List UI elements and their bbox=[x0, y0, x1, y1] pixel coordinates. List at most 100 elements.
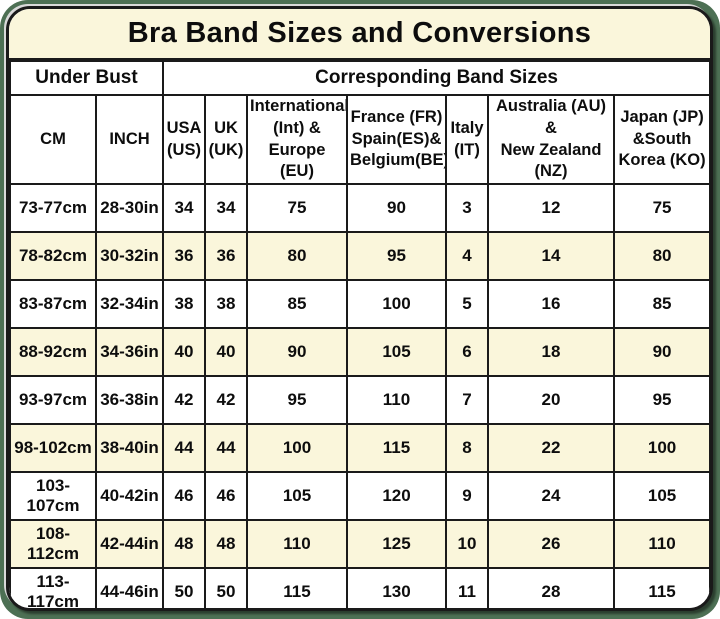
cell-cm: 108-112cm bbox=[9, 519, 97, 570]
cell-it: 9 bbox=[445, 471, 489, 522]
cell-fr-es-be: 90 bbox=[346, 183, 447, 234]
cell-usa: 50 bbox=[162, 567, 206, 608]
cell-int-eu: 115 bbox=[246, 567, 348, 608]
conversion-table-card: Bra Band Sizes and Conversions Under Bus… bbox=[6, 6, 713, 611]
cell-inch: 38-40in bbox=[95, 423, 164, 474]
page-title: Bra Band Sizes and Conversions bbox=[9, 9, 710, 60]
column-header-it: Italy (IT) bbox=[445, 93, 489, 186]
cell-cm: 93-97cm bbox=[9, 375, 97, 426]
cell-cm: 88-92cm bbox=[9, 327, 97, 378]
column-header-au-nz: Australia (AU) & New Zealand (NZ) bbox=[487, 93, 615, 186]
cell-fr-es-be: 130 bbox=[346, 567, 447, 608]
cell-usa: 44 bbox=[162, 423, 206, 474]
cell-au-nz: 12 bbox=[487, 183, 615, 234]
cell-uk: 38 bbox=[204, 279, 248, 330]
cell-au-nz: 14 bbox=[487, 231, 615, 282]
cell-usa: 46 bbox=[162, 471, 206, 522]
cell-inch: 30-32in bbox=[95, 231, 164, 282]
cell-fr-es-be: 115 bbox=[346, 423, 447, 474]
cell-it: 8 bbox=[445, 423, 489, 474]
cell-int-eu: 105 bbox=[246, 471, 348, 522]
table-row: 113-117cm 44-46in 50 50 115 130 11 28 115 bbox=[9, 567, 710, 608]
bra-band-size-table: Under Bust Corresponding Band Sizes CM IN… bbox=[9, 60, 710, 608]
cell-uk: 40 bbox=[204, 327, 248, 378]
cell-fr-es-be: 105 bbox=[346, 327, 447, 378]
cell-int-eu: 85 bbox=[246, 279, 348, 330]
group-header-row: Under Bust Corresponding Band Sizes bbox=[9, 60, 710, 96]
cell-cm: 73-77cm bbox=[9, 183, 97, 234]
corresponding-band-sizes-header: Corresponding Band Sizes bbox=[161, 60, 710, 96]
cell-int-eu: 75 bbox=[246, 183, 348, 234]
cell-usa: 34 bbox=[162, 183, 206, 234]
cell-cm: 83-87cm bbox=[9, 279, 97, 330]
cell-it: 3 bbox=[445, 183, 489, 234]
cell-inch: 42-44in bbox=[95, 519, 164, 570]
column-header-cm: CM bbox=[9, 93, 97, 186]
cell-fr-es-be: 120 bbox=[346, 471, 447, 522]
cell-usa: 48 bbox=[162, 519, 206, 570]
column-header-usa: USA (US) bbox=[162, 93, 206, 186]
cell-jp-ko: 95 bbox=[612, 375, 710, 426]
cell-inch: 36-38in bbox=[95, 375, 164, 426]
table-row: 98-102cm 38-40in 44 44 100 115 8 22 100 bbox=[9, 423, 710, 474]
cell-au-nz: 18 bbox=[487, 327, 615, 378]
cell-au-nz: 24 bbox=[487, 471, 615, 522]
cell-inch: 32-34in bbox=[95, 279, 164, 330]
cell-inch: 40-42in bbox=[95, 471, 164, 522]
cell-fr-es-be: 110 bbox=[346, 375, 447, 426]
cell-int-eu: 90 bbox=[246, 327, 348, 378]
cell-jp-ko: 85 bbox=[612, 279, 710, 330]
cell-uk: 44 bbox=[204, 423, 248, 474]
cell-au-nz: 26 bbox=[487, 519, 615, 570]
cell-cm: 113-117cm bbox=[9, 567, 97, 608]
table-row: 103-107cm 40-42in 46 46 105 120 9 24 105 bbox=[9, 471, 710, 522]
cell-jp-ko: 105 bbox=[612, 471, 710, 522]
cell-inch: 28-30in bbox=[95, 183, 164, 234]
cell-it: 10 bbox=[445, 519, 489, 570]
cell-cm: 98-102cm bbox=[9, 423, 97, 474]
cell-uk: 36 bbox=[204, 231, 248, 282]
cell-it: 5 bbox=[445, 279, 489, 330]
cell-it: 11 bbox=[445, 567, 489, 608]
table-row: 73-77cm 28-30in 34 34 75 90 3 12 75 bbox=[9, 183, 710, 234]
cell-usa: 38 bbox=[162, 279, 206, 330]
column-header-row: CM INCH USA (US) UK (UK) International (Int)… bbox=[9, 93, 710, 186]
cell-it: 7 bbox=[445, 375, 489, 426]
cell-it: 6 bbox=[445, 327, 489, 378]
cell-inch: 44-46in bbox=[95, 567, 164, 608]
table-row: 93-97cm 36-38in 42 42 95 110 7 20 95 bbox=[9, 375, 710, 426]
cell-uk: 50 bbox=[204, 567, 248, 608]
cell-uk: 46 bbox=[204, 471, 248, 522]
cell-cm: 78-82cm bbox=[9, 231, 97, 282]
cell-jp-ko: 75 bbox=[612, 183, 710, 234]
cell-fr-es-be: 100 bbox=[346, 279, 447, 330]
cell-cm: 103-107cm bbox=[9, 471, 97, 522]
cell-uk: 42 bbox=[204, 375, 248, 426]
cell-usa: 40 bbox=[162, 327, 206, 378]
column-header-jp-ko: Japan (JP) &South Korea (KO) bbox=[612, 93, 710, 186]
column-header-uk: UK (UK) bbox=[204, 93, 248, 186]
cell-jp-ko: 90 bbox=[612, 327, 710, 378]
cell-usa: 42 bbox=[162, 375, 206, 426]
table-row: 108-112cm 42-44in 48 48 110 125 10 26 110 bbox=[9, 519, 710, 570]
cell-jp-ko: 110 bbox=[612, 519, 710, 570]
cell-inch: 34-36in bbox=[95, 327, 164, 378]
cell-au-nz: 20 bbox=[487, 375, 615, 426]
cell-int-eu: 95 bbox=[246, 375, 348, 426]
column-header-int-eu: International (Int) & Europe (EU) bbox=[246, 93, 348, 186]
table-row: 78-82cm 30-32in 36 36 80 95 4 14 80 bbox=[9, 231, 710, 282]
table-row: 88-92cm 34-36in 40 40 90 105 6 18 90 bbox=[9, 327, 710, 378]
cell-au-nz: 16 bbox=[487, 279, 615, 330]
cell-au-nz: 28 bbox=[487, 567, 615, 608]
cell-fr-es-be: 95 bbox=[346, 231, 447, 282]
under-bust-header: Under Bust bbox=[9, 60, 164, 96]
cell-int-eu: 80 bbox=[246, 231, 348, 282]
column-header-inch: INCH bbox=[95, 93, 164, 186]
cell-it: 4 bbox=[445, 231, 489, 282]
cell-int-eu: 100 bbox=[246, 423, 348, 474]
cell-uk: 34 bbox=[204, 183, 248, 234]
cell-int-eu: 110 bbox=[246, 519, 348, 570]
column-header-fr-es-be: France (FR) Spain(ES)& Belgium(BE) bbox=[346, 93, 447, 186]
cell-usa: 36 bbox=[162, 231, 206, 282]
